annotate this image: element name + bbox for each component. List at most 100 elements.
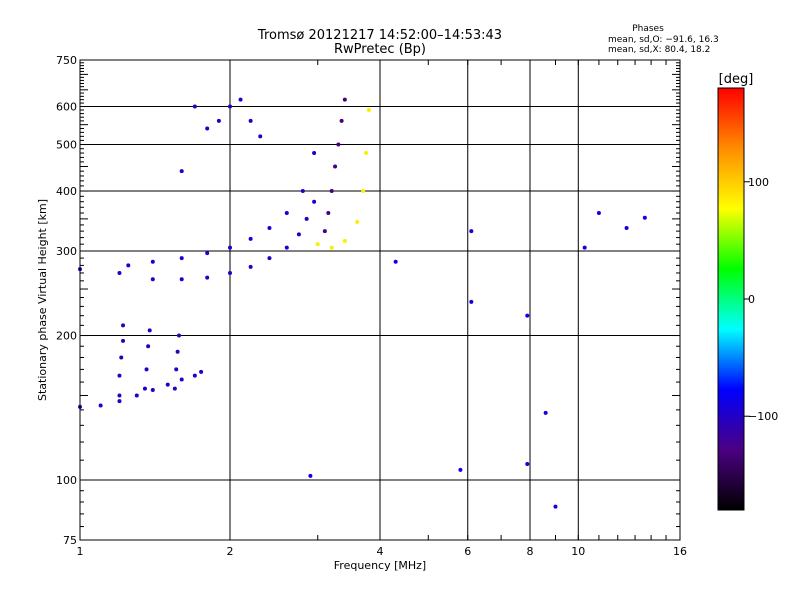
- data-point: [205, 251, 210, 256]
- data-point: [192, 104, 197, 109]
- data-point: [326, 211, 331, 216]
- data-point: [117, 393, 122, 398]
- data-point: [205, 275, 210, 280]
- data-point: [179, 256, 184, 261]
- x-tick-label: 1: [77, 545, 84, 558]
- data-point: [336, 142, 341, 147]
- data-point: [199, 369, 204, 374]
- data-point: [458, 467, 463, 472]
- y-tick-label: 750: [56, 54, 77, 67]
- data-point: [333, 164, 338, 169]
- data-point: [329, 245, 334, 250]
- y-tick-label: 500: [56, 139, 77, 152]
- data-point: [228, 245, 232, 250]
- data-point: [119, 355, 124, 360]
- data-point: [596, 211, 601, 216]
- data-point: [284, 211, 289, 216]
- stats-x-line: mean, sd,X: 80.4, 18.2: [608, 45, 710, 55]
- data-point: [176, 333, 181, 338]
- stats-heading: Phases: [632, 24, 664, 34]
- data-point: [624, 226, 629, 231]
- data-point: [525, 313, 530, 318]
- data-point: [267, 226, 272, 231]
- grid-lines: [80, 60, 680, 540]
- data-point: [525, 461, 530, 466]
- data-point: [179, 277, 184, 282]
- data-point: [339, 118, 344, 123]
- x-tick-label: 8: [527, 545, 534, 558]
- x-axis-label: Frequency [MHz]: [334, 559, 426, 572]
- x-tick-label: 10: [571, 545, 585, 558]
- colorbar-tick-label: 100: [748, 176, 769, 189]
- data-point: [117, 373, 122, 378]
- x-tick-label: 6: [464, 545, 471, 558]
- y-tick-label: 400: [56, 185, 77, 198]
- data-point: [150, 277, 155, 282]
- data-point: [126, 263, 131, 268]
- data-point: [308, 473, 313, 478]
- data-point: [296, 232, 301, 237]
- chart-subtitle: RwPretec (Bp): [334, 42, 426, 57]
- colorbar: [717, 87, 745, 511]
- data-point: [179, 377, 184, 382]
- data-point: [642, 215, 647, 220]
- data-point: [267, 256, 272, 261]
- colorbar-label: [deg]: [719, 72, 754, 87]
- data-point: [364, 151, 369, 156]
- data-point: [315, 242, 320, 247]
- y-tick-label: 100: [56, 474, 77, 487]
- colorbar-tick-label: 0: [748, 293, 755, 306]
- data-point: [322, 229, 327, 234]
- stats-o-line: mean, sd,O: −91.6, 16.3: [608, 35, 719, 45]
- data-point: [329, 189, 334, 194]
- data-point: [121, 323, 126, 328]
- y-tick-label: 75: [63, 534, 77, 547]
- y-tick-label: 300: [56, 245, 77, 258]
- data-point: [172, 386, 177, 391]
- data-point: [582, 245, 587, 250]
- data-point: [165, 382, 170, 387]
- data-points: [78, 97, 647, 509]
- colorbar-ticks: 100 0 −100: [744, 176, 778, 423]
- data-point: [393, 259, 398, 264]
- data-point: [312, 151, 317, 156]
- data-point: [216, 118, 221, 123]
- data-point: [469, 229, 474, 234]
- chart-title: Tromsø 20121217 14:52:00–14:53:43: [257, 28, 502, 43]
- data-point: [144, 367, 149, 372]
- y-tick-label: 600: [56, 101, 77, 114]
- axis-ticks: 1 2 4 6 8 10 16 75 100 200 300 400 500 600 750: [56, 54, 687, 558]
- data-point: [238, 97, 243, 102]
- data-point: [361, 189, 366, 194]
- data-point: [150, 259, 155, 264]
- data-point: [98, 403, 103, 408]
- data-point: [174, 367, 179, 372]
- data-point: [248, 264, 253, 269]
- data-point: [228, 104, 232, 109]
- data-point: [121, 338, 126, 343]
- colorbar-tick-label: −100: [748, 410, 778, 423]
- y-tick-label: 200: [56, 330, 77, 343]
- y-axis-label: Stationary phase Virtual Height [km]: [36, 199, 49, 401]
- data-point: [146, 344, 151, 349]
- data-point: [205, 126, 210, 131]
- data-point: [134, 393, 139, 398]
- data-point: [248, 236, 253, 241]
- data-point: [553, 504, 558, 509]
- x-tick-label: 16: [673, 545, 687, 558]
- data-point: [150, 388, 155, 393]
- data-point: [179, 169, 184, 174]
- data-point: [284, 245, 289, 250]
- data-point: [175, 349, 180, 354]
- data-point: [469, 299, 474, 304]
- data-point: [117, 270, 122, 275]
- data-point: [342, 97, 347, 102]
- data-point: [342, 238, 347, 243]
- data-point: [304, 216, 309, 221]
- data-point: [192, 373, 197, 378]
- data-point: [228, 270, 232, 275]
- data-point: [312, 199, 317, 204]
- data-point: [355, 219, 360, 224]
- data-point: [117, 399, 122, 404]
